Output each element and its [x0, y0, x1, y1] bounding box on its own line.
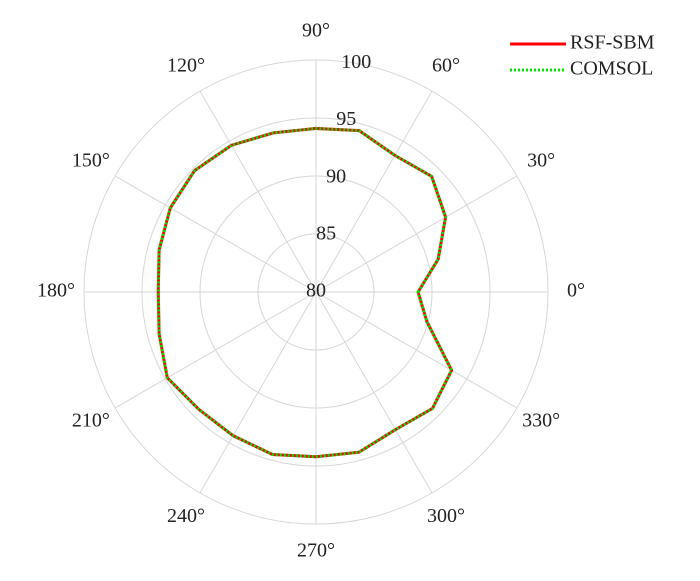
- legend-label: COMSOL: [570, 58, 653, 80]
- r-tick-label: 95: [336, 108, 356, 130]
- legend-label: RSF-SBM: [570, 32, 655, 54]
- theta-tick-label: 300°: [427, 505, 465, 527]
- theta-tick-label: 240°: [167, 505, 205, 527]
- series-line: [156, 126, 454, 459]
- r-tick-label: 100: [341, 51, 371, 73]
- grid-spoke: [315, 175, 518, 293]
- grid-spoke: [199, 291, 317, 494]
- theta-tick-label: 270°: [297, 540, 335, 562]
- r-tick-label: 80: [306, 280, 326, 302]
- grid-spoke: [114, 291, 317, 409]
- r-tick-label: 90: [326, 165, 346, 187]
- grid-spoke: [315, 291, 433, 494]
- grid-spoke: [114, 175, 317, 293]
- theta-tick-label: 330°: [522, 410, 560, 432]
- theta-tick-label: 150°: [72, 150, 110, 172]
- theta-tick-label: 0°: [567, 280, 585, 302]
- theta-tick-label: 30°: [527, 150, 555, 172]
- grid-spoke: [199, 90, 317, 293]
- r-tick-label: 85: [316, 222, 336, 244]
- theta-tick-label: 210°: [72, 410, 110, 432]
- theta-tick-label: 180°: [37, 280, 75, 302]
- grid-spoke: [315, 90, 433, 293]
- theta-tick-label: 60°: [432, 54, 460, 76]
- theta-tick-label: 120°: [167, 54, 205, 76]
- grid-spoke: [315, 291, 518, 409]
- theta-tick-label: 90°: [302, 20, 330, 42]
